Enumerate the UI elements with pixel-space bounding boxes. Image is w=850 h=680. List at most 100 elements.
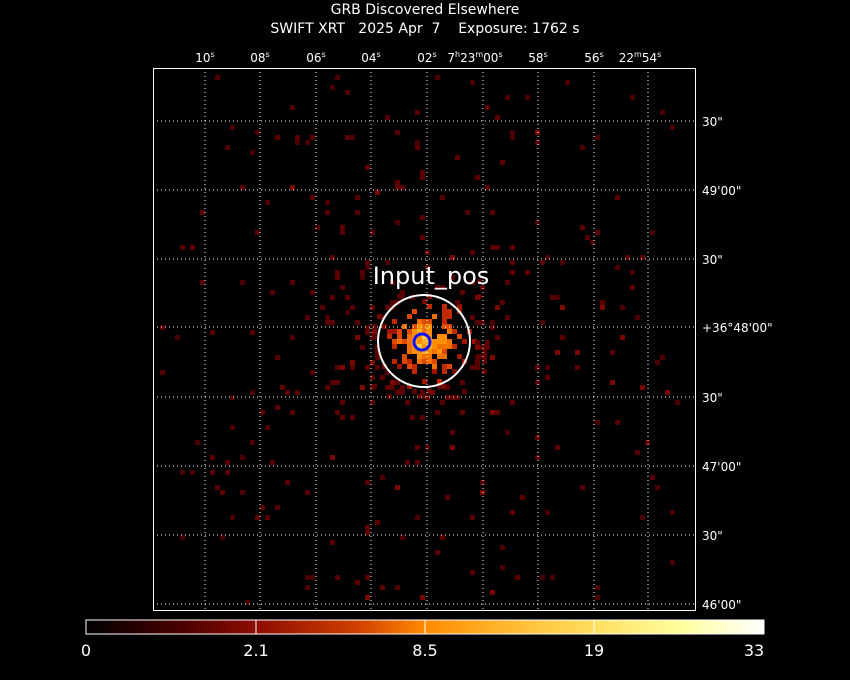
count-pixel xyxy=(305,140,310,145)
count-pixel xyxy=(370,305,375,310)
count-pixel xyxy=(392,339,397,344)
count-pixel xyxy=(240,455,245,460)
count-pixel xyxy=(510,400,515,405)
count-pixel xyxy=(355,320,360,325)
count-pixel xyxy=(565,80,570,85)
dec-tick-label: 30" xyxy=(702,529,723,543)
count-pixel xyxy=(442,314,447,319)
count-pixel xyxy=(422,319,427,324)
count-pixel xyxy=(390,380,395,385)
count-pixel xyxy=(610,350,615,355)
count-pixel xyxy=(335,75,340,80)
count-pixel xyxy=(450,445,455,450)
count-pixel xyxy=(380,375,385,380)
count-pixel xyxy=(480,480,485,485)
xray-counts-pixels xyxy=(160,75,680,605)
count-pixel xyxy=(495,245,500,250)
count-pixel xyxy=(442,384,447,389)
count-pixel xyxy=(580,145,585,150)
count-pixel xyxy=(412,349,417,354)
count-pixel xyxy=(275,505,280,510)
count-pixel xyxy=(275,355,280,360)
count-pixel xyxy=(392,344,397,349)
ra-tick-label: 10s xyxy=(195,50,214,65)
count-pixel xyxy=(190,245,195,250)
count-pixel xyxy=(437,349,442,354)
count-pixel xyxy=(660,110,665,115)
count-pixel xyxy=(417,334,422,339)
count-pixel xyxy=(535,455,540,460)
count-pixel xyxy=(415,110,420,115)
count-pixel xyxy=(310,135,315,140)
count-pixel xyxy=(230,515,235,520)
count-pixel xyxy=(412,309,417,314)
count-pixel xyxy=(230,425,235,430)
count-pixel xyxy=(417,344,422,349)
count-pixel xyxy=(445,385,450,390)
count-pixel xyxy=(415,445,420,450)
count-pixel xyxy=(290,410,295,415)
count-pixel xyxy=(430,390,435,395)
count-pixel xyxy=(360,345,365,350)
count-pixel xyxy=(482,359,487,364)
count-pixel xyxy=(535,140,540,145)
count-pixel xyxy=(615,195,620,200)
count-pixel xyxy=(620,305,625,310)
count-pixel xyxy=(290,185,295,190)
count-pixel xyxy=(400,390,405,395)
ra-axis-labels: 10s 08s 06s 04s 02s 7h23m00s 58s 56s 22m54s xyxy=(195,50,661,65)
count-pixel xyxy=(290,335,295,340)
count-pixel xyxy=(365,265,370,270)
count-pixel xyxy=(405,460,410,465)
count-pixel xyxy=(442,364,447,369)
ra-tick-label: 02s xyxy=(417,50,436,65)
count-pixel xyxy=(432,359,437,364)
count-pixel xyxy=(380,475,385,480)
count-pixel xyxy=(325,200,330,205)
count-pixel xyxy=(595,420,600,425)
count-pixel xyxy=(250,440,255,445)
count-pixel xyxy=(325,320,330,325)
count-pixel xyxy=(600,300,605,305)
count-pixel xyxy=(417,319,422,324)
count-pixel xyxy=(595,230,600,235)
count-pixel xyxy=(370,335,375,340)
count-pixel xyxy=(305,585,310,590)
source-label: Input_pos xyxy=(373,262,490,290)
count-pixel xyxy=(402,324,407,329)
count-pixel xyxy=(387,334,392,339)
count-pixel xyxy=(500,300,505,305)
count-pixel xyxy=(447,329,452,334)
count-pixel xyxy=(370,400,375,405)
count-pixel xyxy=(355,210,360,215)
count-pixel xyxy=(412,324,417,329)
count-pixel xyxy=(427,389,432,394)
count-pixel xyxy=(355,195,360,200)
count-pixel xyxy=(495,335,500,340)
count-pixel xyxy=(290,280,295,285)
count-pixel xyxy=(555,295,560,300)
count-pixel xyxy=(460,380,465,385)
count-pixel xyxy=(432,364,437,369)
count-pixel xyxy=(505,280,510,285)
count-pixel xyxy=(385,115,390,120)
count-pixel xyxy=(265,200,270,205)
count-pixel xyxy=(350,305,355,310)
count-pixel xyxy=(525,95,530,100)
count-pixel xyxy=(545,510,550,515)
count-pixel xyxy=(510,135,515,140)
dec-tick-label: 30" xyxy=(702,253,723,267)
count-pixel xyxy=(585,235,590,240)
count-pixel xyxy=(445,395,450,400)
count-pixel xyxy=(375,365,380,370)
count-pixel xyxy=(345,90,350,95)
colorbar-label: 8.5 xyxy=(412,641,437,660)
count-pixel xyxy=(345,135,350,140)
count-pixel xyxy=(630,285,635,290)
count-pixel xyxy=(360,275,365,280)
dec-tick-label: 30" xyxy=(702,115,723,129)
count-pixel xyxy=(437,354,442,359)
count-pixel xyxy=(432,369,437,374)
image-frame xyxy=(153,68,696,611)
count-pixel xyxy=(410,295,415,300)
